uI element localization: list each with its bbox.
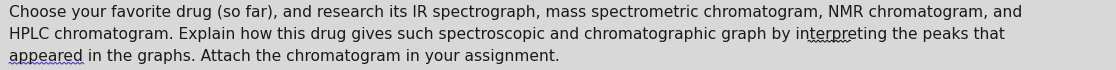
Text: Choose your favorite drug (so far), and research its IR spectrograph, mass spect: Choose your favorite drug (so far), and … — [9, 5, 1022, 20]
Text: HPLC chromatogram. Explain how this drug gives such spectroscopic and chromatogr: HPLC chromatogram. Explain how this drug… — [9, 27, 1004, 42]
Text: appeared in the graphs. Attach the chromatogram in your assignment.: appeared in the graphs. Attach the chrom… — [9, 49, 560, 64]
